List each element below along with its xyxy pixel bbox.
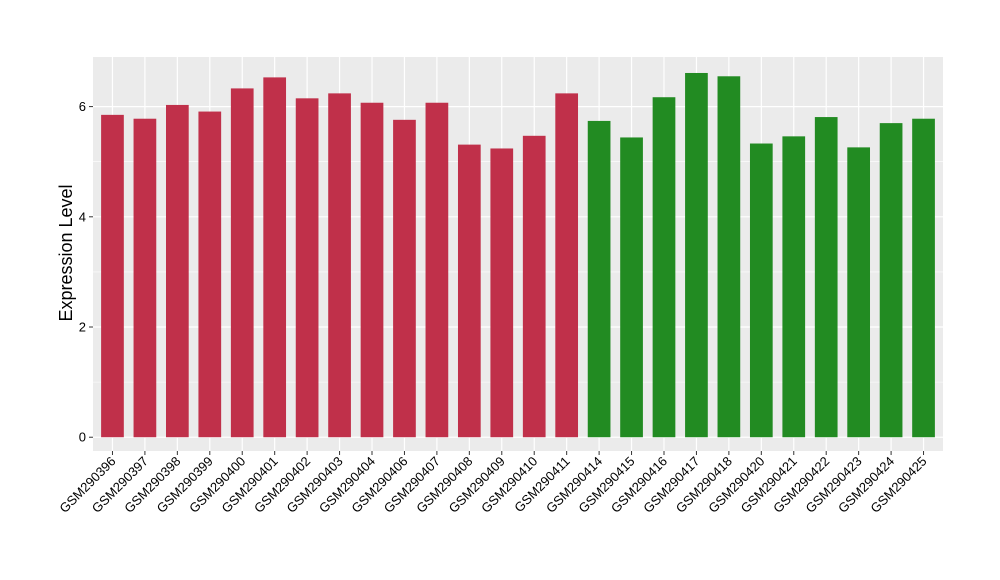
bar-GSM290406 (393, 119, 416, 438)
bar-GSM290418 (717, 76, 741, 438)
bar-GSM290400 (230, 88, 254, 438)
bar-GSM290398 (165, 104, 189, 438)
bar-GSM290402 (295, 98, 319, 438)
bar-GSM290415 (620, 137, 643, 438)
bar-GSM290401 (263, 77, 287, 438)
bar-GSM290416 (652, 97, 676, 438)
bar-GSM290410 (522, 135, 546, 438)
bar-GSM290425 (912, 118, 935, 438)
bar-GSM290397 (133, 118, 157, 438)
bar-GSM290407 (425, 102, 449, 438)
y-tick-label: 6 (79, 99, 86, 114)
bar-GSM290411 (555, 93, 579, 438)
y-axis-title: Expression Level (56, 184, 76, 321)
bar-GSM290414 (587, 120, 611, 438)
bar-GSM290417 (685, 72, 708, 438)
bar-GSM290423 (847, 147, 871, 438)
bars (101, 72, 935, 438)
bar-GSM290421 (782, 136, 806, 438)
bar-GSM290424 (879, 123, 903, 438)
bar-GSM290399 (198, 111, 222, 438)
y-tick-label: 2 (79, 320, 86, 335)
bar-GSM290396 (101, 114, 124, 438)
y-tick-label: 4 (79, 209, 86, 224)
bar-GSM290422 (814, 117, 838, 438)
bar-GSM290403 (328, 93, 351, 438)
bar-GSM290408 (457, 144, 481, 438)
bar-GSM290404 (360, 102, 384, 438)
y-axis: 0 2 4 6 (79, 99, 93, 445)
y-tick-label: 0 (79, 430, 86, 445)
bar-GSM290409 (490, 148, 514, 438)
bar-GSM290420 (749, 143, 773, 438)
